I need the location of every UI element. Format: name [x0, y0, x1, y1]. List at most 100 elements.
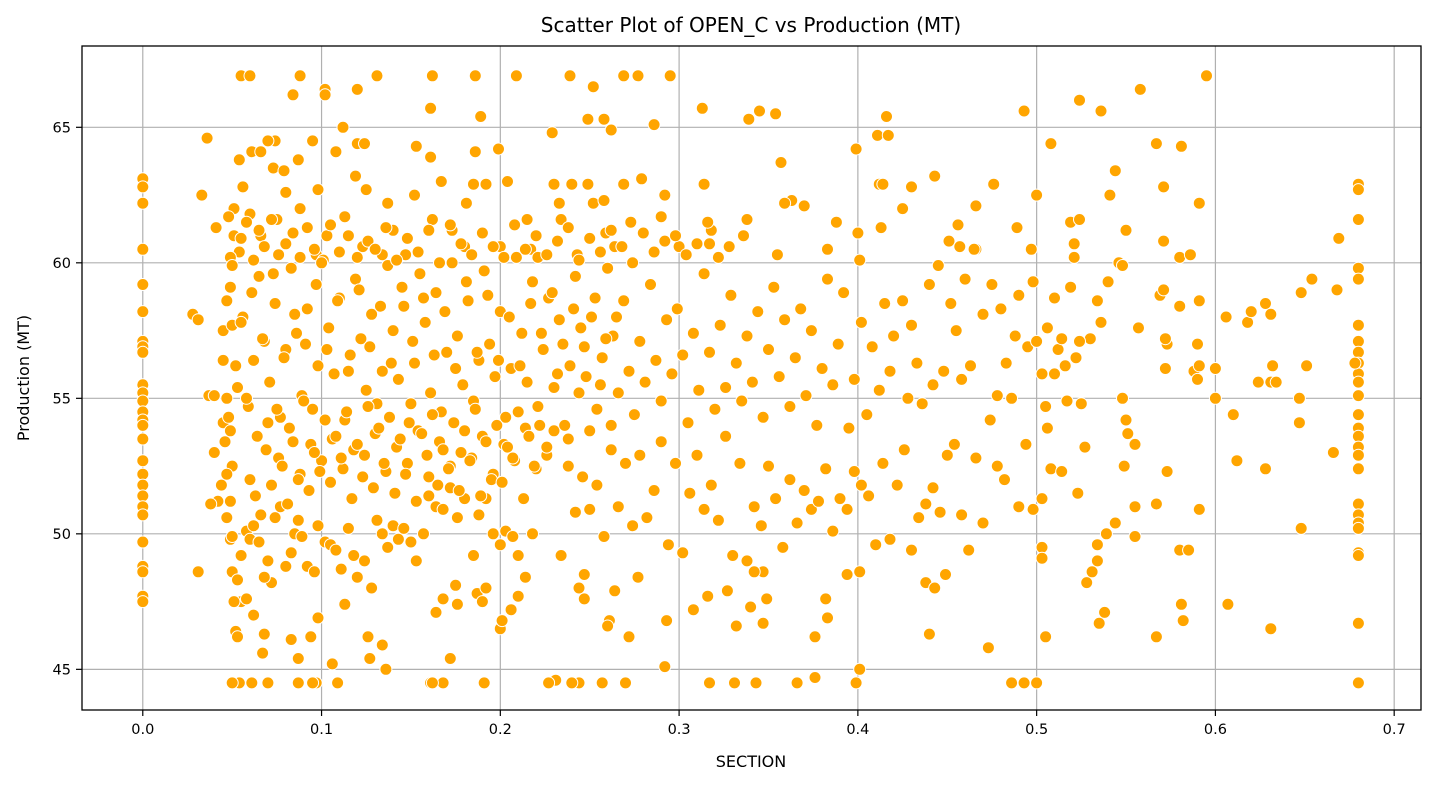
- data-point: [427, 348, 441, 362]
- data-point: [670, 302, 684, 316]
- data-point: [136, 278, 150, 291]
- data-point: [397, 299, 411, 313]
- data-point: [445, 256, 459, 270]
- data-point: [223, 494, 237, 508]
- data-point: [583, 502, 597, 516]
- data-point: [976, 307, 990, 321]
- data-point: [1208, 362, 1222, 375]
- data-point: [477, 264, 491, 278]
- data-point: [610, 310, 623, 324]
- data-point: [874, 221, 888, 235]
- data-point: [499, 410, 513, 424]
- data-point: [216, 353, 230, 367]
- data-point: [626, 519, 640, 533]
- data-point: [257, 570, 271, 584]
- data-point: [240, 391, 253, 405]
- axis-ticks: 0.0 0.1 0.2 0.3 0.4 0.5 0.6 0.7 45 50 55 60 65: [53, 120, 1406, 738]
- data-point: [819, 462, 833, 476]
- data-point: [375, 527, 389, 541]
- data-point: [409, 554, 423, 568]
- data-point: [661, 538, 675, 552]
- data-point: [794, 302, 808, 316]
- data-point: [493, 538, 507, 552]
- data-point: [370, 69, 384, 83]
- data-point: [697, 502, 711, 516]
- data-point: [456, 378, 470, 392]
- data-point: [1078, 440, 1092, 454]
- data-point: [896, 202, 910, 216]
- data-point: [452, 484, 466, 497]
- data-point: [601, 261, 615, 275]
- data-point: [429, 286, 443, 300]
- data-point: [245, 676, 259, 690]
- data-point: [279, 559, 293, 573]
- data-point: [915, 397, 929, 411]
- data-point: [313, 465, 327, 478]
- data-point: [1183, 248, 1197, 262]
- data-point: [949, 324, 963, 338]
- data-point: [1158, 332, 1172, 346]
- data-point: [409, 139, 423, 153]
- data-point: [300, 221, 314, 235]
- data-point: [1039, 630, 1053, 644]
- data-point: [399, 467, 413, 481]
- data-point: [1044, 462, 1058, 476]
- data-point: [572, 581, 586, 595]
- data-point: [279, 237, 293, 251]
- data-point: [1094, 315, 1108, 329]
- data-point: [136, 305, 150, 319]
- data-point: [1044, 137, 1058, 151]
- data-point: [447, 416, 461, 430]
- x-tick-label: 0.4: [846, 722, 869, 738]
- data-point: [501, 175, 514, 188]
- data-point: [740, 329, 754, 343]
- data-point: [204, 497, 218, 511]
- data-point: [854, 315, 868, 329]
- data-point: [324, 218, 337, 232]
- data-point: [495, 614, 509, 628]
- data-point: [697, 267, 711, 281]
- data-point: [331, 294, 345, 308]
- data-point: [890, 478, 904, 492]
- data-point: [1351, 318, 1365, 332]
- data-point: [492, 142, 505, 156]
- data-point: [295, 530, 309, 543]
- data-point: [284, 261, 298, 275]
- data-point: [495, 475, 509, 489]
- data-point: [265, 213, 278, 226]
- data-point: [1012, 288, 1026, 302]
- data-point: [804, 502, 818, 516]
- data-point: [391, 532, 405, 546]
- data-point: [467, 177, 480, 191]
- data-point: [358, 448, 371, 462]
- data-point: [136, 345, 150, 359]
- data-point: [1121, 427, 1135, 441]
- data-point: [622, 630, 636, 644]
- data-point: [1351, 448, 1365, 462]
- data-point: [1158, 362, 1172, 375]
- data-point: [1035, 551, 1049, 565]
- data-point: [374, 299, 387, 313]
- data-point: [1221, 597, 1235, 611]
- data-point: [1264, 307, 1278, 321]
- data-point: [1219, 310, 1233, 324]
- data-point: [633, 448, 647, 462]
- data-point: [821, 611, 834, 625]
- data-point: [1351, 676, 1365, 690]
- data-point: [1192, 294, 1206, 308]
- data-point: [1176, 614, 1190, 628]
- data-point: [324, 475, 337, 489]
- data-point: [1192, 196, 1206, 210]
- data-point: [409, 494, 423, 508]
- data-point: [234, 231, 248, 245]
- data-point: [1048, 367, 1061, 381]
- data-point: [865, 340, 879, 354]
- data-point: [1133, 82, 1147, 96]
- data-point: [436, 502, 450, 516]
- data-point: [529, 229, 543, 243]
- data-point: [1294, 286, 1308, 300]
- data-point: [252, 535, 266, 549]
- data-point: [1259, 462, 1272, 476]
- data-point: [545, 286, 559, 300]
- data-point: [1174, 139, 1188, 153]
